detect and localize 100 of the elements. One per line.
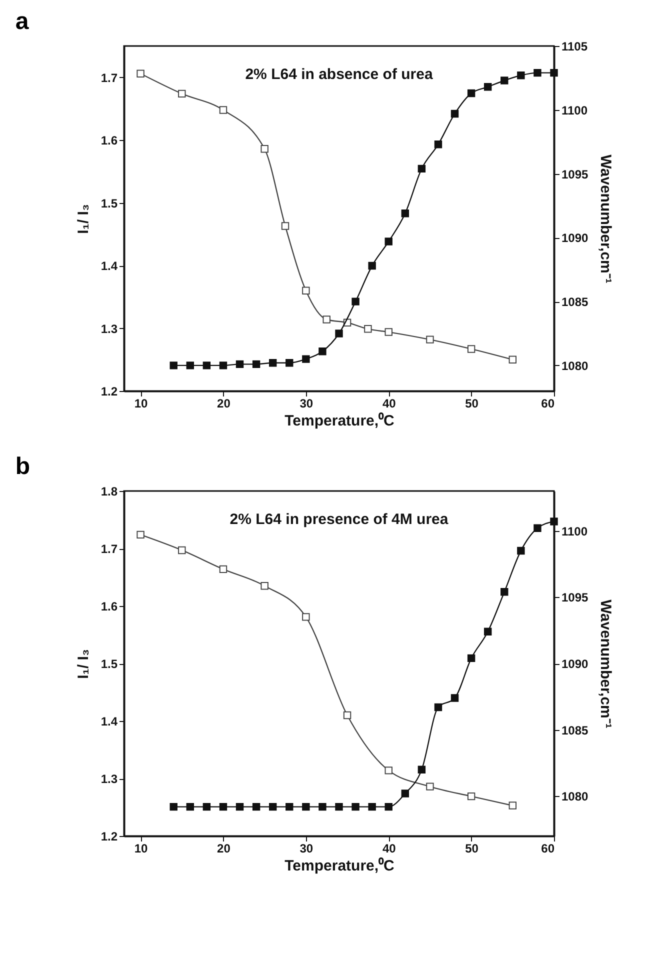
y-tick-label: 1.5: [100, 657, 118, 671]
x-tick-label: 10: [134, 396, 148, 410]
y-tick-label: 1.2: [100, 384, 118, 398]
x-tick-label: 40: [382, 842, 396, 856]
y-axis-title: I₁/ I₃: [74, 204, 92, 234]
x-axis-title: Temperature,⁰C: [284, 856, 395, 874]
point: [434, 140, 442, 148]
point: [352, 298, 360, 306]
x-tick-label: 60: [541, 396, 555, 410]
point: [302, 613, 310, 621]
x-tick-label: 20: [217, 396, 231, 410]
point: [260, 582, 268, 590]
point: [302, 802, 310, 811]
y-axis-title: I₁/ I₃: [74, 649, 92, 679]
point: [202, 362, 211, 370]
x-tick-label: 40: [382, 396, 396, 410]
point: [450, 694, 459, 702]
point: [434, 703, 442, 712]
point: [508, 802, 517, 810]
y-tick-label: 1.8: [100, 484, 118, 498]
point: [236, 802, 244, 811]
y2-tick-label: 1095: [562, 590, 589, 605]
point: [219, 106, 228, 114]
y2-tick-label: 1085: [562, 295, 589, 310]
point: [170, 362, 178, 370]
chart-title: b: [15, 453, 30, 480]
point: [450, 110, 459, 118]
point: [252, 360, 260, 368]
point: [517, 72, 525, 80]
point: [418, 164, 426, 173]
annotation: 2% L64 in presence of 4M urea: [230, 511, 449, 528]
point: [268, 359, 277, 367]
y2-tick-label: 1105: [562, 40, 588, 54]
point: [534, 68, 542, 77]
y-tick-label: 1.6: [100, 134, 118, 148]
point: [178, 90, 186, 98]
point: [268, 802, 277, 811]
x-tick-label: 50: [465, 396, 479, 410]
point: [384, 802, 392, 811]
point: [281, 222, 290, 230]
point: [322, 316, 330, 324]
annotation: 2% L64 in absence of urea: [245, 66, 434, 83]
y2-tick-label: 1100: [562, 524, 588, 538]
point: [384, 328, 392, 336]
point: [550, 68, 558, 77]
y2-tick-label: 1090: [562, 231, 589, 246]
point: [534, 524, 542, 532]
point: [318, 348, 326, 356]
x-tick-label: 60: [541, 842, 555, 856]
point: [335, 802, 343, 811]
y2-tick-label: 1100: [562, 103, 588, 118]
point: [136, 70, 144, 78]
point: [219, 362, 228, 370]
point: [384, 238, 392, 246]
point: [500, 76, 508, 84]
point: [302, 355, 310, 363]
y-tick-label: 1.2: [100, 830, 118, 844]
point: [352, 802, 360, 811]
point: [286, 802, 294, 811]
y-tick-label: 1.4: [100, 714, 118, 728]
point: [384, 766, 392, 774]
point: [335, 330, 343, 338]
point: [484, 83, 492, 91]
x-tick-label: 30: [300, 396, 314, 410]
point: [401, 790, 410, 798]
x-axis-title: Temperature,⁰C: [284, 412, 395, 430]
point: [136, 530, 144, 539]
y-tick-label: 1.7: [100, 70, 118, 85]
y2-tick-label: 1080: [562, 790, 589, 804]
point: [219, 565, 228, 574]
point: [368, 802, 376, 811]
x-tick-label: 50: [465, 842, 479, 856]
point: [170, 802, 178, 811]
y-tick-label: 1.7: [100, 542, 118, 556]
y-tick-label: 1.3: [100, 322, 118, 336]
point: [202, 802, 211, 811]
point: [219, 802, 228, 811]
y2-tick-label: 1085: [562, 723, 589, 738]
y2-tick-label: 1080: [562, 358, 589, 373]
x-tick-label: 10: [134, 842, 148, 856]
y-tick-label: 1.5: [100, 196, 118, 210]
y2-tick-label: 1095: [562, 167, 589, 182]
point: [500, 588, 508, 596]
point: [368, 262, 376, 270]
y2-axis-title: Wavenumber,cm⁻¹: [597, 600, 614, 728]
x-tick-label: 30: [300, 842, 314, 856]
point: [426, 782, 434, 790]
point: [467, 345, 476, 353]
point: [236, 360, 244, 368]
y2-axis-title: Wavenumber,cm⁻¹: [597, 154, 614, 284]
point: [467, 792, 476, 800]
y-tick-label: 1.3: [100, 772, 118, 786]
point: [318, 802, 326, 811]
point: [508, 356, 517, 364]
point: [401, 210, 410, 218]
point: [550, 518, 558, 526]
chart-title: a: [15, 8, 30, 35]
x-tick-label: 20: [217, 842, 231, 856]
point: [467, 654, 476, 662]
point: [418, 766, 426, 774]
